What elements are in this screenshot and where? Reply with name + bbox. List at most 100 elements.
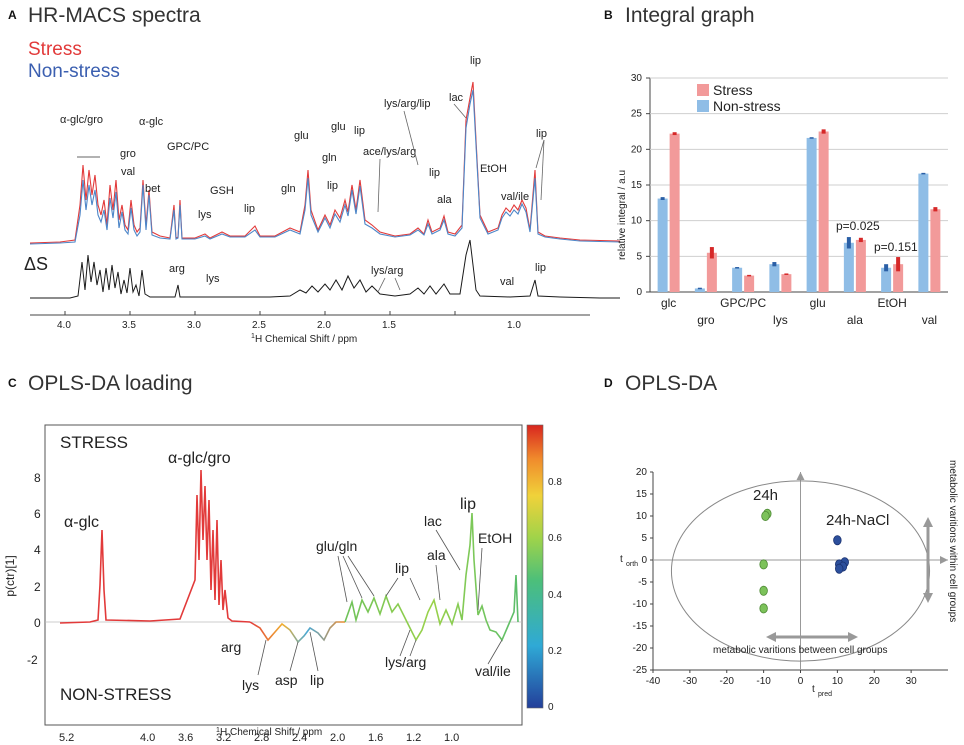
y-axis-symbol-d: t	[620, 554, 623, 565]
tick-c-y-2: 2	[34, 580, 41, 594]
colorbar-tick-0: 0	[548, 702, 554, 713]
label-a-arg: arg	[169, 263, 185, 275]
spectrum-nonstress	[29, 89, 621, 245]
tick-label-d-y: -25	[633, 665, 648, 676]
label-c-lys: lys	[242, 677, 259, 693]
tick-a-2: 3.0	[187, 320, 201, 331]
tick-c-y-6: 6	[34, 507, 41, 521]
tick-c-y-neg2: -2	[27, 653, 38, 667]
scores-points	[759, 508, 849, 614]
bars-b	[657, 129, 941, 292]
tick-c-x-1.2: 1.2	[406, 732, 421, 744]
bar-stress-GPC/PC	[744, 275, 755, 292]
errorbar-nonstress-EtOH	[884, 264, 889, 272]
score-point-24h-4	[759, 603, 768, 614]
tick-label-d-y: -20	[633, 643, 648, 654]
label-a-lip-2: lip	[327, 180, 338, 192]
bar-nonstress-EtOH	[881, 267, 892, 292]
confidence-ellipse	[670, 480, 931, 662]
spectrum-delta	[30, 239, 620, 299]
tick-a-6: 1.0	[507, 320, 521, 331]
panel-b: B Integral graph relative integral / a.u…	[604, 4, 948, 327]
panel-a: A HR-MACS spectra Stress Non-stress ΔS 4…	[8, 4, 621, 345]
errorbar-stress-val	[933, 207, 938, 212]
loading-trace-gain	[344, 512, 519, 642]
pointer-lines-a	[377, 103, 545, 213]
errorbar-stress-ala	[858, 237, 863, 243]
errorbar-nonstress-glc	[660, 197, 665, 200]
label-a-etoh: EtOH	[480, 163, 507, 175]
label-a-gln-2: gln	[322, 152, 337, 164]
category-label-gro: gro	[697, 313, 715, 327]
label-a-lip-lower: lip	[535, 262, 546, 274]
label-a-val: val	[121, 166, 135, 178]
bar-stress-val	[930, 209, 941, 292]
ticks-x-a	[64, 311, 456, 315]
label-a-alpha-glc: α-glc	[139, 116, 164, 128]
tick-label-b: 5	[636, 251, 642, 262]
panel-b-title: Integral graph	[625, 4, 755, 27]
legend-nonstress-b: Non-stress	[713, 98, 781, 114]
ticks-x-c: 5.2 4.0 3.6 3.2 2.8 2.4 2.0 1.6 1.2 1.0	[59, 732, 459, 744]
tick-label-d-x: -10	[756, 676, 771, 687]
tick-label-d-x: -30	[683, 676, 698, 687]
score-point-24h-2	[759, 559, 768, 570]
colorbar-tick-0.4: 0.4	[548, 590, 562, 601]
label-c-asp: asp	[275, 672, 298, 688]
tick-label-d-x: 30	[906, 676, 918, 687]
tick-label-b: 10	[631, 216, 643, 227]
label-c-val-ile: val/ile	[475, 663, 511, 679]
within-arrow	[923, 517, 933, 603]
panel-c-ylabel: p(ctr)[1]	[3, 555, 17, 596]
panel-a-title: HR-MACS spectra	[28, 4, 201, 27]
tick-label-d-y: 10	[636, 511, 648, 522]
spectrum-stress	[29, 81, 621, 244]
colorbar-tick-0.6: 0.6	[548, 533, 562, 544]
nonstress-text-c: NON-STRESS	[60, 685, 171, 704]
tick-a-4: 2.0	[317, 320, 331, 331]
tick-c-x-3.2: 3.2	[216, 732, 231, 744]
ticks-x-d: -40 -30 -20 -10 0 10 20 30	[646, 670, 917, 687]
label-a-val-lower: val	[500, 276, 514, 288]
tick-label-b: 20	[631, 144, 643, 155]
ticks-y-b: 0 5 10 15 20 25 30	[631, 73, 948, 298]
between-arrow	[766, 632, 858, 642]
legend-stress-a: Stress	[28, 39, 82, 60]
label-c-etoh: EtOH	[478, 530, 512, 546]
tick-a-3: 2.5	[252, 320, 266, 331]
label-a-lys-lower: lys	[206, 273, 220, 285]
y-axis-sub-d: orth	[626, 561, 638, 568]
category-label-lys: lys	[773, 313, 788, 327]
loading-trace-loss	[249, 621, 345, 644]
tick-c-x-2.0: 2.0	[330, 732, 345, 744]
panel-c-letter: C	[8, 376, 17, 390]
errorbar-stress-glu	[821, 129, 826, 134]
legend-swatch-stress-b	[697, 84, 709, 96]
tick-a-1: 3.5	[122, 320, 136, 331]
score-point-24h-nacl-4	[835, 563, 844, 574]
tick-c-x-2.4: 2.4	[292, 732, 307, 744]
tick-label-d-x: -20	[720, 676, 735, 687]
tick-label-d-x: 0	[798, 676, 804, 687]
tick-c-y-4: 4	[34, 543, 41, 557]
label-a-lac: lac	[449, 92, 464, 104]
bar-nonstress-ala	[843, 242, 854, 292]
bar-stress-glc	[669, 133, 680, 292]
tick-label-d-x: 10	[832, 676, 844, 687]
label-a-lip-4: lip	[470, 55, 481, 67]
ticks-y-d: -25 -20 -15 -10 -5 0 5 10 15 20	[633, 467, 653, 676]
label-a-alpha-glc-gro: α-glc/gro	[60, 114, 103, 126]
bar-nonstress-glc	[657, 198, 668, 292]
tick-label-b: 25	[631, 109, 643, 120]
bar-nonstress-val	[918, 173, 929, 292]
ellipse-hotelling	[670, 480, 931, 662]
errorbar-stress-GPC/PC	[747, 274, 752, 277]
score-point-24h-nacl-0	[833, 535, 842, 546]
errorbar-stress-gro	[709, 247, 714, 259]
errorbar-stress-lys	[784, 273, 789, 275]
errorbar-nonstress-ala	[846, 237, 851, 249]
tick-c-x-2.8: 2.8	[254, 732, 269, 744]
errorbar-nonstress-GPC/PC	[735, 267, 740, 269]
arrow-right-d	[940, 556, 948, 564]
